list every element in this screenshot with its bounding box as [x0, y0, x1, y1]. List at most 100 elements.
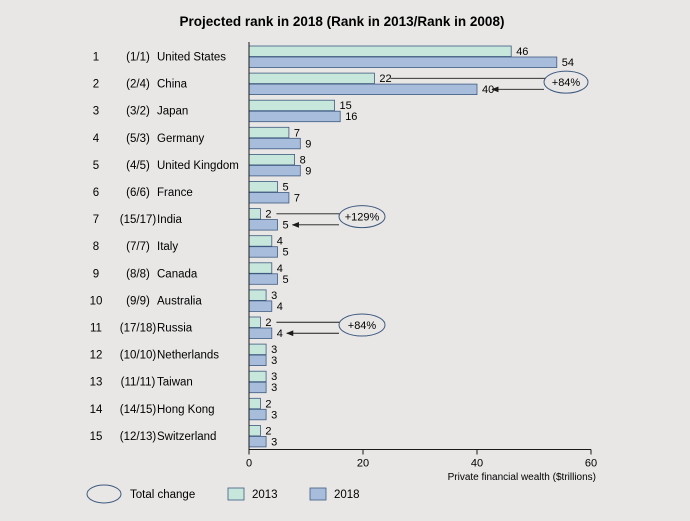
bar-2018: [248, 327, 273, 339]
bar-2013: [248, 424, 261, 437]
prior-rank-label: (7/7): [126, 241, 150, 253]
country-label: Italy: [157, 241, 178, 253]
rank-label: 8: [93, 241, 99, 253]
bar-2018: [248, 435, 267, 448]
value-label-2018: 40: [482, 84, 494, 96]
bar-2018: [248, 354, 267, 367]
change-ellipse: [338, 205, 386, 229]
country-label: Germany: [157, 133, 205, 145]
rank-label: 14: [90, 404, 103, 416]
prior-rank-label: (14/15): [120, 404, 157, 416]
value-label-2018: 3: [271, 436, 277, 448]
bar-2013: [248, 208, 261, 220]
prior-rank-label: (11/11): [121, 377, 156, 389]
legend-2013-swatch: [227, 487, 245, 501]
prior-rank-label: (15/17): [120, 214, 157, 226]
country-label: Switzerland: [157, 431, 216, 443]
value-label-2018: 5: [283, 247, 289, 259]
change-label: +129%: [345, 212, 380, 224]
prior-rank-label: (3/2): [126, 106, 150, 118]
bar-2013: [248, 126, 290, 139]
bar-2013: [248, 343, 267, 356]
rank-label: 6: [93, 187, 99, 199]
value-label-2018: 9: [305, 165, 311, 177]
value-label-2013: 3: [271, 290, 277, 302]
change-label: +84%: [348, 320, 377, 332]
country-label: Russia: [157, 323, 193, 335]
bar-2013: [248, 99, 335, 112]
country-label: United Kingdom: [157, 160, 239, 172]
rank-label: 2: [93, 79, 99, 91]
prior-rank-label: (8/8): [126, 268, 150, 280]
value-label-2018: 4: [277, 301, 283, 313]
prior-rank-label: (5/3): [126, 133, 150, 145]
value-label-2013: 3: [271, 344, 277, 356]
bar-2013: [248, 153, 295, 166]
x-tick-label: 60: [585, 458, 597, 470]
bar-2013: [248, 181, 278, 193]
bar-2013: [248, 235, 273, 247]
value-label-2013: 5: [283, 182, 289, 194]
rank-label: 3: [93, 106, 99, 118]
legend-2018-label: 2018: [334, 489, 360, 501]
value-label-2013: 15: [340, 100, 352, 112]
value-label-2013: 2: [265, 317, 271, 329]
bar-2018: [248, 110, 341, 123]
value-label-2013: 46: [516, 46, 528, 58]
value-label-2013: 2: [265, 398, 271, 410]
value-label-2013: 8: [300, 154, 306, 166]
value-label-2018: 5: [283, 274, 289, 286]
country-label: Canada: [157, 268, 198, 280]
x-tick-label: 40: [471, 458, 483, 470]
bar-2018: [248, 300, 273, 312]
legend-change-swatch: [86, 484, 122, 504]
bar-2018: [248, 56, 558, 68]
prior-rank-label: (1/1): [126, 52, 150, 64]
prior-rank-label: (6/6): [126, 187, 150, 199]
rank-label: 1: [93, 52, 99, 64]
bar-2018: [248, 192, 290, 204]
country-label: China: [157, 79, 188, 91]
value-label-2013: 4: [277, 263, 283, 275]
bar-2013: [248, 262, 273, 274]
x-tick-label: 20: [357, 458, 369, 470]
change-label: +84%: [552, 77, 581, 89]
rank-label: 7: [93, 214, 99, 226]
country-label: India: [157, 214, 183, 226]
value-label-2013: 3: [271, 371, 277, 383]
bar-2013: [248, 45, 512, 57]
bar-2013: [248, 289, 267, 301]
prior-rank-label: (12/13): [120, 431, 157, 443]
country-label: Hong Kong: [157, 404, 215, 416]
bar-2013: [248, 72, 375, 84]
bar-2018: [248, 408, 267, 421]
rank-label: 4: [93, 133, 100, 145]
bar-2018: [248, 164, 301, 177]
rank-label: 12: [90, 350, 103, 362]
bar-2018: [248, 273, 278, 285]
x-axis: 0 20 40 60: [246, 42, 597, 470]
country-label: Japan: [157, 106, 188, 118]
bar-2018: [248, 83, 478, 95]
value-label-2018: 3: [271, 409, 277, 421]
prior-rank-label: (2/4): [126, 79, 150, 91]
bar-2018: [248, 246, 278, 258]
legend-2013-label: 2013: [252, 489, 278, 501]
legend-change-label: Total change: [130, 489, 195, 501]
value-label-2013: 2: [265, 425, 271, 437]
change-ellipse: [543, 70, 589, 94]
prior-rank-label: (4/5): [126, 160, 150, 172]
bar-2018: [248, 137, 301, 150]
value-label-2018: 4: [277, 328, 283, 340]
value-label-2013: 7: [294, 127, 300, 139]
country-label: Netherlands: [157, 350, 219, 362]
bar-2013: [248, 316, 261, 328]
bar-2018: [248, 381, 267, 394]
prior-rank-label: (17/18): [120, 323, 157, 335]
change-ellipse: [338, 313, 386, 337]
legend: Total change 2013 2018: [86, 484, 360, 504]
chart-annotations: +84% +129% +84%: [276, 70, 589, 337]
country-label: France: [157, 187, 193, 199]
bar-2013: [248, 397, 261, 410]
